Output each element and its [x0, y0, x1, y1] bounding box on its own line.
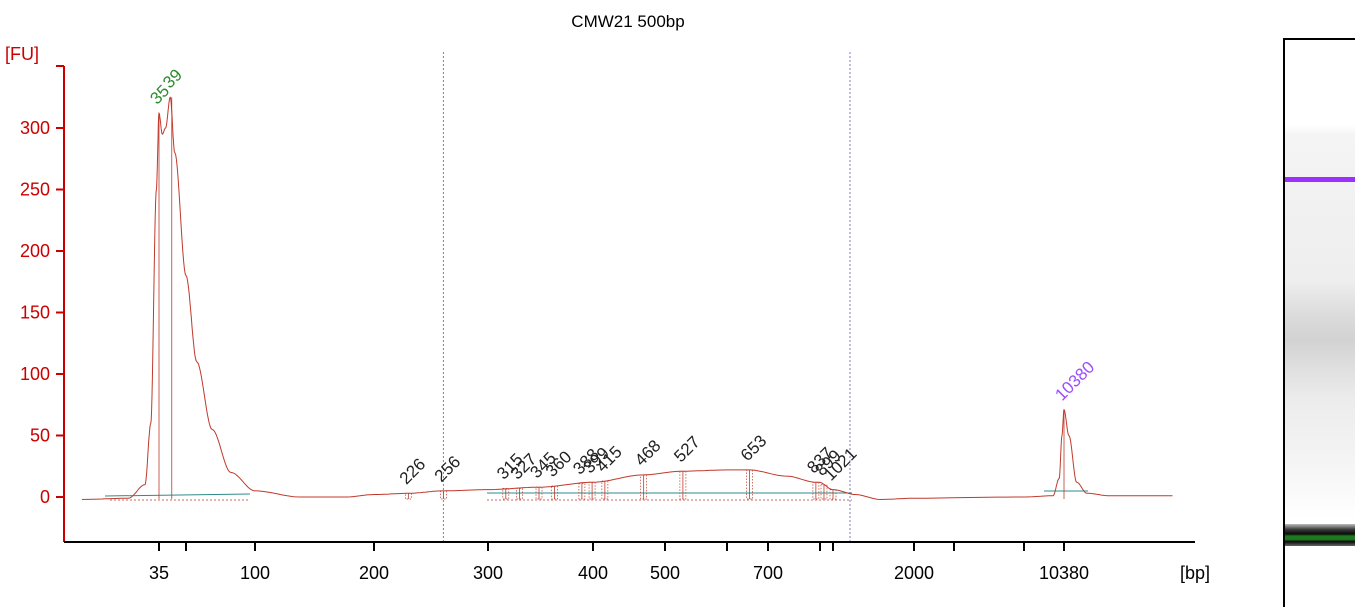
- baseline-lower-marker: [104, 493, 251, 497]
- peak-area-box: [440, 490, 447, 500]
- y-tick-label: 300: [20, 118, 50, 138]
- peak-area-box: [812, 481, 820, 500]
- peak-area-box: [535, 486, 543, 500]
- peak-area-box: [820, 484, 828, 500]
- peak-area-box: [829, 489, 837, 500]
- y-tick-label: 150: [20, 303, 50, 323]
- x-axis-label: [bp]: [1180, 563, 1210, 583]
- x-tick-label: 10380: [1039, 563, 1089, 583]
- x-tick-label: 100: [240, 563, 270, 583]
- y-tick-label: 250: [20, 180, 50, 200]
- chart-title: CMW21 500bp: [571, 12, 684, 31]
- x-tick-label: 200: [359, 563, 389, 583]
- baselines: [104, 490, 1088, 501]
- y-tick-label: 0: [40, 487, 50, 507]
- y-tick-label: 100: [20, 364, 50, 384]
- lower-marker-band: [1285, 524, 1355, 546]
- peak-area-box: [679, 470, 687, 500]
- peak-area-box: [502, 488, 510, 500]
- peak-area-box: [578, 483, 586, 500]
- y-axis-label: [FU]: [5, 44, 39, 64]
- electropherogram-chart: CMW21 500bp [FU] [bp] 0 50 100 150 200 250 300…: [5, 12, 1210, 583]
- gel-lane: [1283, 38, 1355, 607]
- peak-label: 256: [431, 452, 464, 485]
- peak-area-box: [405, 492, 412, 500]
- x-tick-label: 700: [753, 563, 783, 583]
- y-tick-label: 50: [30, 426, 50, 446]
- x-tick-label: 2000: [894, 563, 934, 583]
- x-tick-label: 400: [578, 563, 608, 583]
- peak-area-box: [640, 474, 648, 500]
- x-tick-label: 35: [149, 563, 169, 583]
- peak-label: 226: [396, 455, 429, 488]
- peak-area-box: [551, 485, 558, 500]
- peak-label: 468: [631, 436, 664, 469]
- peak-label: 527: [670, 432, 703, 465]
- peak-label: 653: [737, 431, 770, 464]
- peak-area-box: [588, 481, 596, 500]
- upper-marker-band: [1285, 177, 1355, 182]
- region-markers: [442, 52, 851, 542]
- x-tick-label: 500: [650, 563, 680, 583]
- peak-area-box: [601, 480, 609, 500]
- trace-line: [81, 96, 1173, 501]
- peak-area-box: [516, 488, 523, 500]
- trace-group: [81, 96, 1173, 501]
- peak-area-box: [746, 469, 753, 500]
- axes: 0 50 100 150 200 250 300 35 100 200 300 400 500 700 20…: [20, 65, 1195, 583]
- y-tick-label: 200: [20, 241, 50, 261]
- x-tick-label: 300: [473, 563, 503, 583]
- peak-label: 10380: [1051, 358, 1098, 405]
